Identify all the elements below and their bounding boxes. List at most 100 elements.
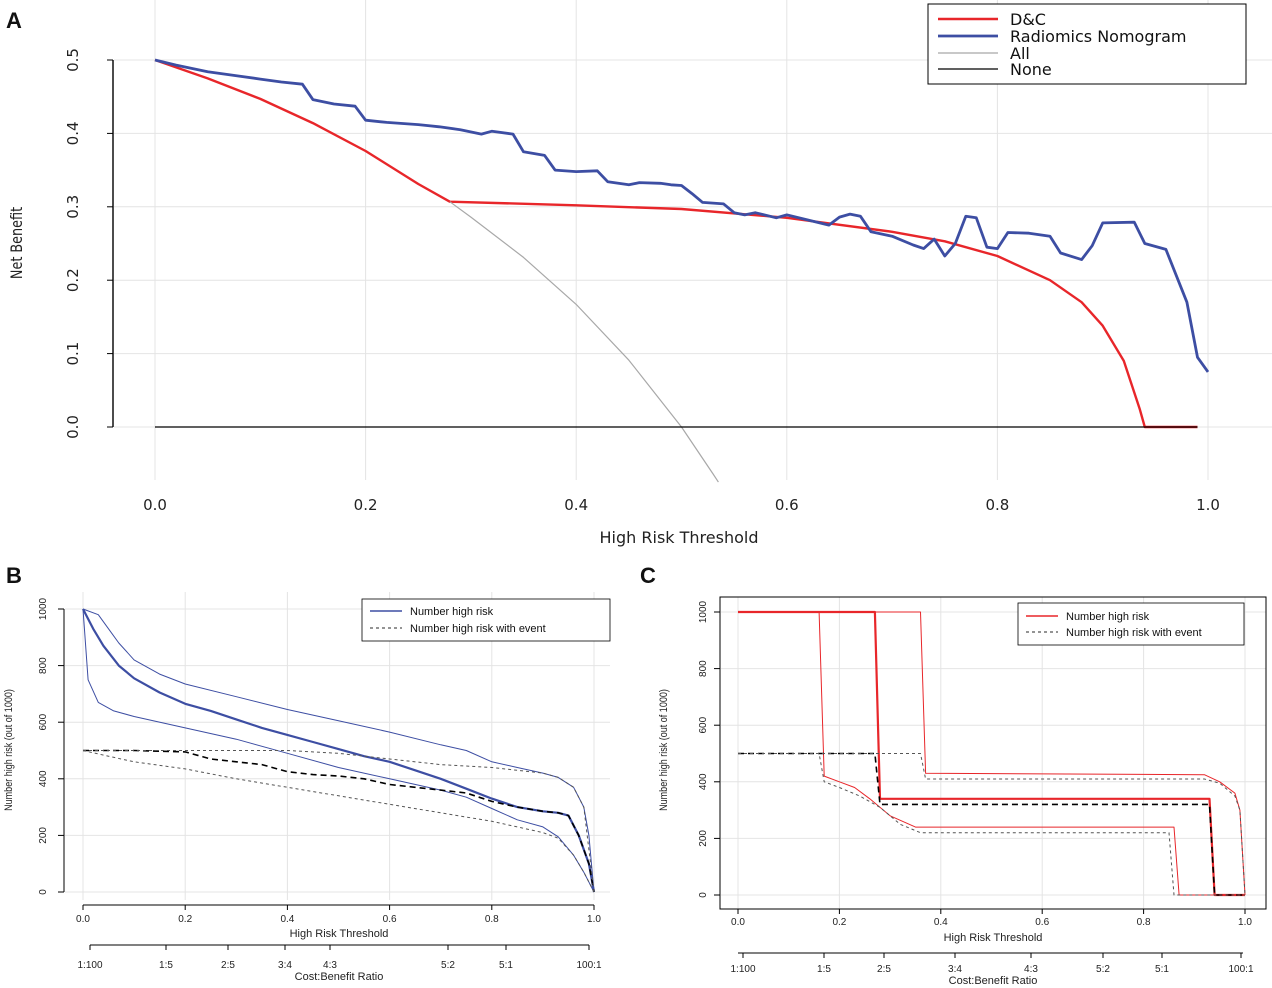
x-tick-label: 0.4 bbox=[564, 496, 588, 514]
legend-label-dc: D&C bbox=[1010, 10, 1046, 29]
series-line-number-high-risk-lower-ci bbox=[738, 611, 1245, 896]
cost-benefit-tick-label: 1:5 bbox=[817, 964, 831, 975]
panel-c-series bbox=[738, 610, 1246, 897]
x-tick-label: 0.0 bbox=[731, 917, 745, 928]
legend-label-all: All bbox=[1010, 44, 1030, 63]
panel-a-y-ticks: 0.0 0.1 0.2 0.3 0.4 0.5 bbox=[64, 48, 113, 439]
x-tick-label: 0.6 bbox=[1035, 917, 1049, 928]
series-line-number-high-risk-lower-ci bbox=[82, 608, 595, 893]
panel-c-x-ticks: 0.0 0.2 0.4 0.6 0.8 1.0 bbox=[731, 909, 1252, 928]
cost-benefit-tick-label: 1:5 bbox=[159, 960, 173, 971]
panel-b: B 0 200 400 600 800 1000 0.0 0.2 0.4 0.6 0.8 1.0 1… bbox=[3, 563, 611, 983]
panel-b-series bbox=[82, 608, 596, 893]
cost-benefit-tick-label: 5:1 bbox=[499, 960, 513, 971]
y-tick-label: 600 bbox=[38, 713, 49, 730]
panel-c-label: C bbox=[640, 563, 656, 588]
x-tick-label: 0.0 bbox=[76, 914, 90, 925]
panel-b-x-ticks: 0.0 0.2 0.4 0.6 0.8 1.0 bbox=[76, 905, 601, 925]
y-tick-label: 0.3 bbox=[64, 195, 82, 219]
cost-benefit-tick-label: 4:3 bbox=[323, 960, 337, 971]
legend-label-number-high-risk: Number high risk bbox=[1066, 611, 1150, 623]
panel-c-x-axis-label: High Risk Threshold bbox=[944, 932, 1043, 944]
series-line-number-high-risk-upper-ci bbox=[82, 608, 595, 893]
y-tick-label: 600 bbox=[698, 716, 709, 733]
series-line-radiomics-nomogram bbox=[154, 58, 1210, 373]
legend-label-number-high-risk: Number high risk bbox=[410, 606, 494, 618]
panel-a-legend-box bbox=[927, 3, 1247, 85]
panel-c-y-axis-label: Number high risk (out of 1000) bbox=[658, 689, 670, 811]
panel-a-x-axis-label: High Risk Threshold bbox=[600, 528, 759, 547]
legend-label-radiomics-nomogram: Radiomics Nomogram bbox=[1010, 27, 1186, 46]
y-tick-label: 0.5 bbox=[64, 48, 82, 72]
cost-benefit-tick-label: 1:100 bbox=[730, 964, 755, 975]
y-tick-label: 0 bbox=[38, 889, 49, 895]
y-tick-label: 400 bbox=[698, 773, 709, 790]
cost-benefit-tick-label: 5:2 bbox=[1096, 964, 1110, 975]
series-line-number-high-risk-with-event bbox=[83, 749, 595, 893]
x-tick-label: 1.0 bbox=[1196, 496, 1220, 514]
panel-b-cost-benefit-ticks: 1:100 1:5 2:5 3:4 4:3 5:2 5:1 100:1 bbox=[77, 945, 602, 971]
y-tick-label: 0.1 bbox=[64, 342, 82, 366]
cost-benefit-tick-label: 100:1 bbox=[576, 960, 601, 971]
panel-c-cost-benefit-ticks: 1:100 1:5 2:5 3:4 4:3 5:2 5:1 100:1 bbox=[730, 953, 1254, 975]
series-line-number-high-risk bbox=[82, 608, 596, 893]
x-tick-label: 0.2 bbox=[354, 496, 378, 514]
y-tick-label: 400 bbox=[38, 770, 49, 787]
cost-benefit-tick-label: 3:4 bbox=[948, 964, 962, 975]
cost-benefit-tick-label: 5:1 bbox=[1155, 964, 1169, 975]
x-tick-label: 0.6 bbox=[775, 496, 799, 514]
panel-c: C 0 200 400 600 800 1000 0.0 0.2 0.4 0.6 0.8 1.0 1… bbox=[640, 563, 1267, 987]
x-tick-label: 0.0 bbox=[143, 496, 167, 514]
y-tick-label: 0.4 bbox=[64, 121, 82, 145]
x-tick-label: 0.2 bbox=[178, 914, 192, 925]
panel-a-y-axis-label: Net Benefit bbox=[9, 207, 27, 279]
x-tick-label: 0.6 bbox=[383, 914, 397, 925]
panel-a-label: A bbox=[6, 8, 22, 33]
y-tick-label: 200 bbox=[698, 830, 709, 847]
series-line-number-high-risk-with-event-upper-ci bbox=[83, 750, 595, 893]
x-tick-label: 0.4 bbox=[280, 914, 294, 925]
cost-benefit-tick-label: 1:100 bbox=[77, 960, 102, 971]
panel-b-legend: Number high risk Number high risk with e… bbox=[361, 598, 611, 642]
y-tick-label: 200 bbox=[38, 827, 49, 844]
y-tick-label: 800 bbox=[38, 657, 49, 674]
panel-b-y-ticks: 0 200 400 600 800 1000 bbox=[38, 597, 64, 895]
x-tick-label: 0.8 bbox=[1137, 917, 1151, 928]
panel-b-y-axis-label: Number high risk (out of 1000) bbox=[3, 689, 15, 811]
y-tick-label: 0.0 bbox=[64, 415, 82, 439]
series-line-number-high-risk-with-event-lower-ci bbox=[82, 750, 595, 893]
panel-b-legend-box bbox=[361, 598, 611, 642]
y-tick-label: 0.2 bbox=[64, 268, 82, 292]
cost-benefit-tick-label: 100:1 bbox=[1228, 964, 1253, 975]
cost-benefit-tick-label: 3:4 bbox=[278, 960, 292, 971]
x-tick-label: 0.8 bbox=[485, 914, 499, 925]
y-tick-label: 1000 bbox=[698, 600, 709, 623]
panel-c-legend-box bbox=[1017, 602, 1245, 646]
legend-label-number-high-risk-with-event: Number high risk with event bbox=[410, 623, 546, 635]
series-line-d-c bbox=[154, 58, 1198, 429]
x-tick-label: 0.2 bbox=[832, 917, 846, 928]
legend-label-number-high-risk-with-event: Number high risk with event bbox=[1066, 627, 1202, 639]
cost-benefit-tick-label: 5:2 bbox=[441, 960, 455, 971]
panel-b-grid bbox=[65, 592, 610, 900]
series-line-number-high-risk bbox=[738, 610, 1245, 897]
panel-a-series bbox=[154, 58, 1210, 483]
legend-label-none: None bbox=[1010, 60, 1052, 79]
panel-b-x-axis-label: High Risk Threshold bbox=[290, 928, 389, 940]
panel-c-cost-benefit-label: Cost:Benefit Ratio bbox=[949, 975, 1038, 987]
series-line-number-high-risk-with-event-upper-ci bbox=[738, 753, 1246, 896]
panel-a-x-ticks: 0.0 0.2 0.4 0.6 0.8 1.0 bbox=[143, 496, 1220, 514]
panel-a-legend: D&C Radiomics Nomogram All None bbox=[927, 3, 1247, 85]
y-tick-label: 0 bbox=[698, 892, 709, 898]
x-tick-label: 0.4 bbox=[934, 917, 948, 928]
panel-b-cost-benefit-label: Cost:Benefit Ratio bbox=[295, 971, 384, 983]
panel-c-y-ticks: 0 200 400 600 800 1000 bbox=[698, 600, 720, 898]
cost-benefit-tick-label: 2:5 bbox=[221, 960, 235, 971]
panel-c-plot-frame bbox=[719, 596, 1267, 910]
cost-benefit-tick-label: 4:3 bbox=[1024, 964, 1038, 975]
series-line-number-high-risk-upper-ci bbox=[738, 611, 1246, 896]
cost-benefit-tick-label: 2:5 bbox=[877, 964, 891, 975]
panel-a: A 0.00.10.20.30.40.5 0.0 0.2 0.4 0.6 0.8 1.0 … bbox=[6, 0, 1272, 547]
panel-b-label: B bbox=[6, 563, 22, 588]
